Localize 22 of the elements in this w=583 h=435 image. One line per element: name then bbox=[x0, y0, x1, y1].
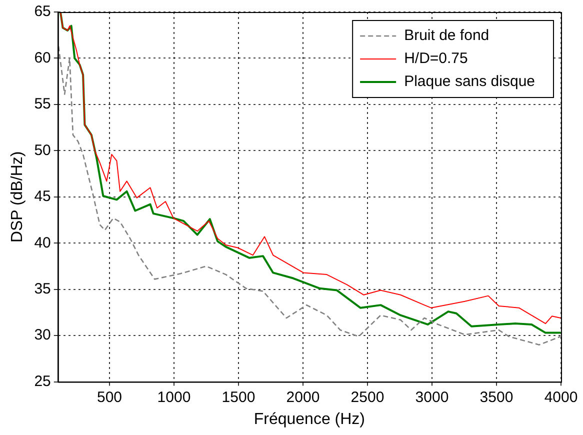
x-axis-title: Fréquence (Hz) bbox=[254, 410, 366, 428]
y-tick-label: 45 bbox=[34, 188, 51, 206]
legend-label: Plaque sans disque bbox=[404, 73, 536, 90]
y-tick-label: 25 bbox=[34, 372, 51, 390]
x-tick-label: 4000 bbox=[544, 388, 578, 406]
y-tick-label: 40 bbox=[34, 234, 51, 252]
y-tick-label: 50 bbox=[34, 142, 51, 159]
x-tick-label: 1500 bbox=[222, 388, 256, 406]
y-axis-title: DSP (dB/Hz) bbox=[9, 151, 26, 243]
y-tick-label: 35 bbox=[34, 280, 51, 298]
y-tick-label: 65 bbox=[34, 3, 51, 20]
x-tick-label: 3500 bbox=[480, 388, 514, 406]
legend-label: H/D=0.75 bbox=[404, 50, 468, 68]
x-tick-label: 3000 bbox=[415, 388, 449, 406]
legend-label: Bruit de fond bbox=[404, 27, 490, 44]
y-tick-label: 55 bbox=[34, 96, 51, 113]
x-tick-label: 2500 bbox=[350, 388, 384, 406]
y-tick-label: 30 bbox=[34, 326, 51, 344]
x-tick-label: 2000 bbox=[286, 388, 320, 406]
x-tick-label: 1000 bbox=[157, 388, 191, 406]
x-tick-label: 500 bbox=[96, 388, 122, 406]
y-tick-label: 60 bbox=[34, 49, 51, 66]
